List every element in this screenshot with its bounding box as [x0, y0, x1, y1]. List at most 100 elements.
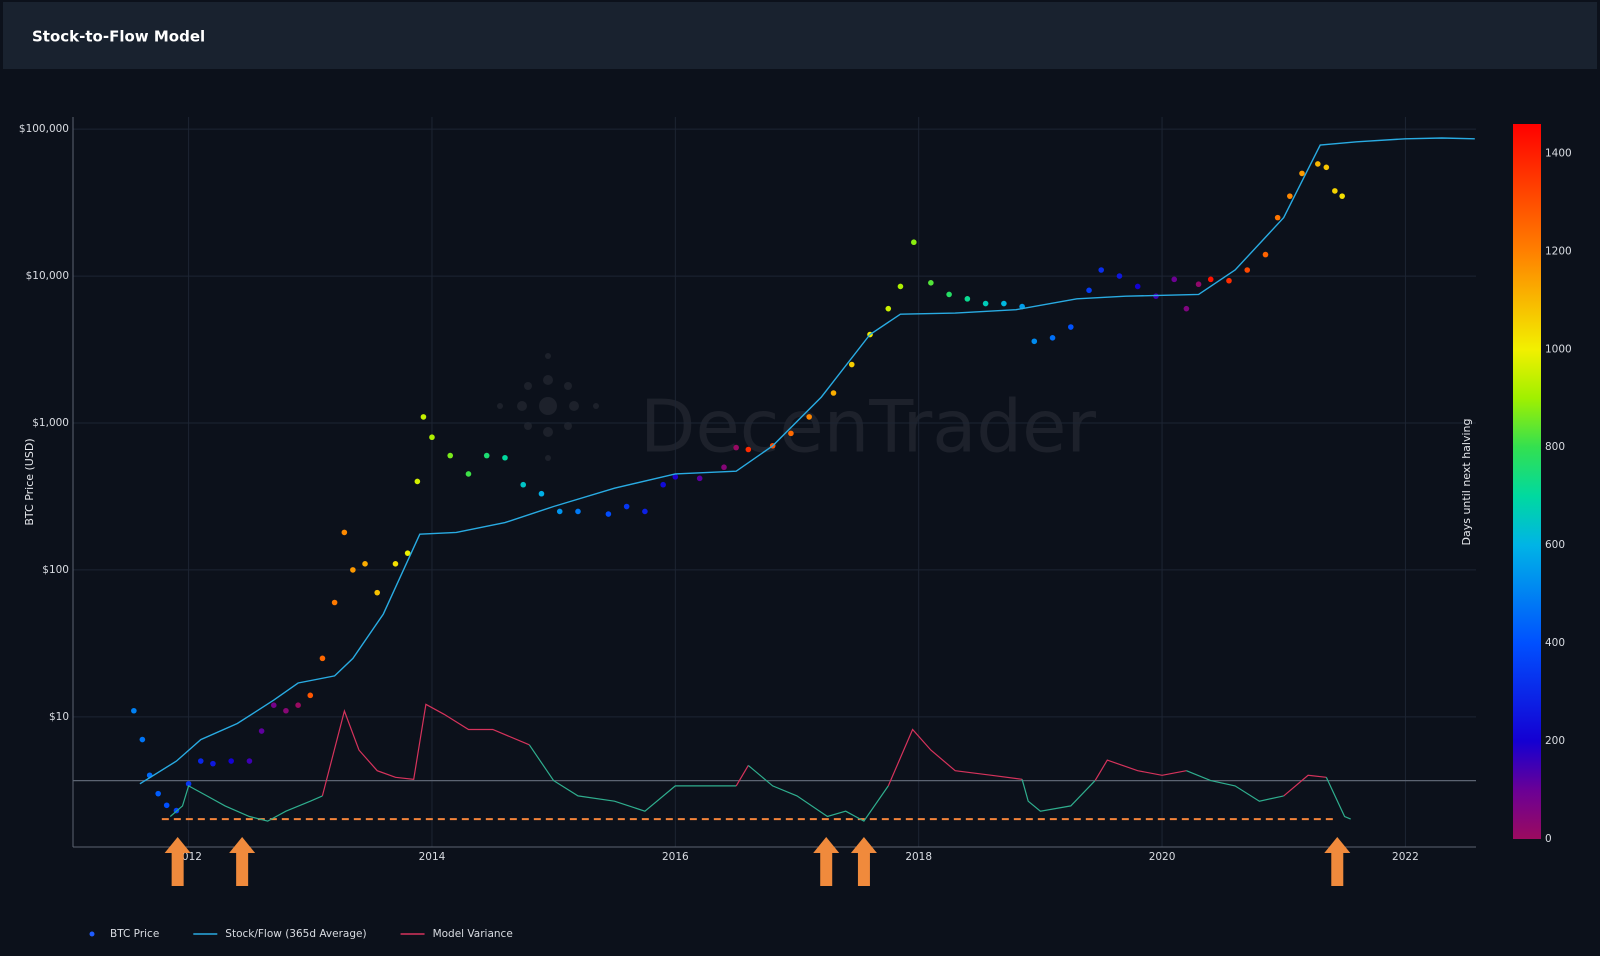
colorbar-tick-label: 1200 [1545, 245, 1572, 257]
model-variance-line [1094, 759, 1187, 781]
btc-price-point [788, 430, 794, 437]
model-variance-line [1021, 779, 1096, 812]
btc-price-point [283, 707, 289, 714]
arrow [164, 837, 191, 886]
btc-price-point [1183, 305, 1190, 312]
btc-price-point [1274, 214, 1281, 221]
btc-price-point [1195, 281, 1202, 288]
btc-price-point [964, 296, 971, 302]
btc-price-point [1332, 188, 1338, 194]
btc-price-point [1339, 193, 1345, 199]
btc-price-point [197, 758, 204, 764]
btc-price-point [575, 508, 581, 515]
colorbar-tick-label: 400 [1545, 637, 1565, 649]
y-tick-label: $100 [42, 564, 69, 576]
btc-price-point [538, 490, 545, 497]
watermark: DecenTrader [640, 385, 1096, 469]
model-variance-line [1325, 777, 1351, 820]
btc-price-point [897, 283, 904, 290]
btc-price-point [331, 599, 338, 606]
btc-price-point [483, 452, 490, 459]
btc-price-point [1031, 338, 1038, 345]
btc-price-point [1116, 273, 1123, 279]
btc-price-point [623, 503, 630, 510]
arrow [813, 837, 840, 886]
btc-price-point [745, 446, 752, 453]
btc-price-point [1299, 170, 1305, 177]
btc-price-point [228, 758, 234, 764]
btc-price-point [928, 280, 934, 286]
legend-marker [89, 931, 95, 937]
btc-price-point [258, 728, 265, 734]
model-variance-line [528, 744, 737, 812]
btc-price-point [414, 478, 421, 485]
btc-price-point [1171, 276, 1178, 283]
btc-price-point [1098, 267, 1105, 273]
legend-label: Model Variance [433, 928, 513, 940]
btc-price-point [660, 481, 666, 488]
model-variance-line [887, 728, 1023, 787]
btc-price-point [642, 508, 648, 515]
btc-price-point [210, 760, 216, 767]
btc-price-point [295, 702, 301, 708]
btc-price-point [502, 454, 508, 461]
colorbar-tick-label: 200 [1545, 735, 1565, 747]
btc-price-point [270, 702, 277, 708]
btc-price-point [982, 300, 989, 307]
colorbar-tick-label: 1000 [1545, 343, 1572, 355]
btc-price-point [404, 550, 411, 556]
colorbar [1513, 124, 1541, 839]
btc-price-point [1134, 283, 1141, 290]
btc-price-point [1049, 335, 1056, 341]
btc-price-point [1315, 161, 1321, 167]
btc-price-point [672, 474, 679, 480]
btc-price-point [1262, 251, 1269, 258]
x-tick-label: 2022 [1392, 851, 1419, 863]
btc-price-point [830, 390, 837, 396]
btc-price-point [1244, 267, 1251, 273]
arrow [850, 837, 877, 886]
colorbar-tick-label: 600 [1545, 539, 1565, 551]
btc-price-point [885, 305, 892, 312]
btc-price-point [848, 361, 855, 368]
colorbar-title: Days until next halving [1460, 419, 1473, 546]
y-tick-label: $100,000 [19, 123, 69, 135]
btc-price-point [429, 434, 435, 441]
btc-price-point [721, 464, 727, 471]
colorbar-tick-label: 1400 [1545, 147, 1572, 159]
btc-price-point [420, 414, 427, 420]
btc-price-point [733, 444, 739, 451]
y-tick-label: $10 [49, 711, 69, 723]
watermark-logo [497, 353, 599, 461]
x-tick-label: 2016 [662, 851, 689, 863]
model-variance-line [321, 703, 530, 797]
btc-price-point [163, 802, 170, 809]
btc-price-point [1226, 277, 1232, 284]
btc-price-point [139, 736, 146, 743]
btc-price-point [911, 239, 917, 246]
btc-price-point [605, 511, 612, 517]
btc-price-point [520, 481, 527, 488]
model-variance-line [1186, 770, 1284, 802]
btc-price-point [465, 471, 472, 477]
btc-price-point [392, 561, 399, 567]
btc-price-point [946, 291, 952, 298]
y-tick-label: $10,000 [26, 270, 69, 282]
y-tick-label: $1,000 [32, 417, 69, 429]
arrow [229, 837, 256, 886]
colorbar-tick-label: 0 [1545, 833, 1552, 845]
btc-price-point [155, 790, 161, 797]
model-variance-line [747, 764, 889, 822]
btc-price-point [696, 475, 703, 482]
colorbar-tick-label: 800 [1545, 441, 1565, 453]
btc-price-point [307, 692, 314, 699]
x-tick-label: 2020 [1149, 851, 1176, 863]
btc-price-point [246, 758, 253, 764]
legend-label: Stock/Flow (365d Average) [225, 928, 366, 940]
btc-price-point [362, 561, 368, 567]
btc-price-point [1323, 164, 1330, 171]
page-title: Stock-to-Flow Model [32, 28, 205, 46]
x-tick-label: 2014 [419, 851, 446, 863]
